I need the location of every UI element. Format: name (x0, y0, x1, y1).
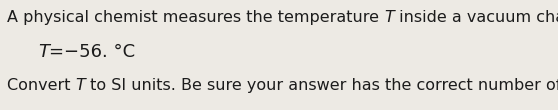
Text: T: T (384, 10, 394, 25)
Text: A physical chemist measures the temperature: A physical chemist measures the temperat… (7, 10, 384, 25)
Text: to SI units. Be sure your answer has the correct number of significant digits.: to SI units. Be sure your answer has the… (85, 78, 558, 93)
Text: inside a vacuum chamber. Here is the result.: inside a vacuum chamber. Here is the res… (394, 10, 558, 25)
Text: =−56. °C: =−56. °C (49, 43, 135, 61)
Text: T: T (38, 43, 49, 61)
Text: Convert: Convert (7, 78, 76, 93)
Text: T: T (76, 78, 85, 93)
